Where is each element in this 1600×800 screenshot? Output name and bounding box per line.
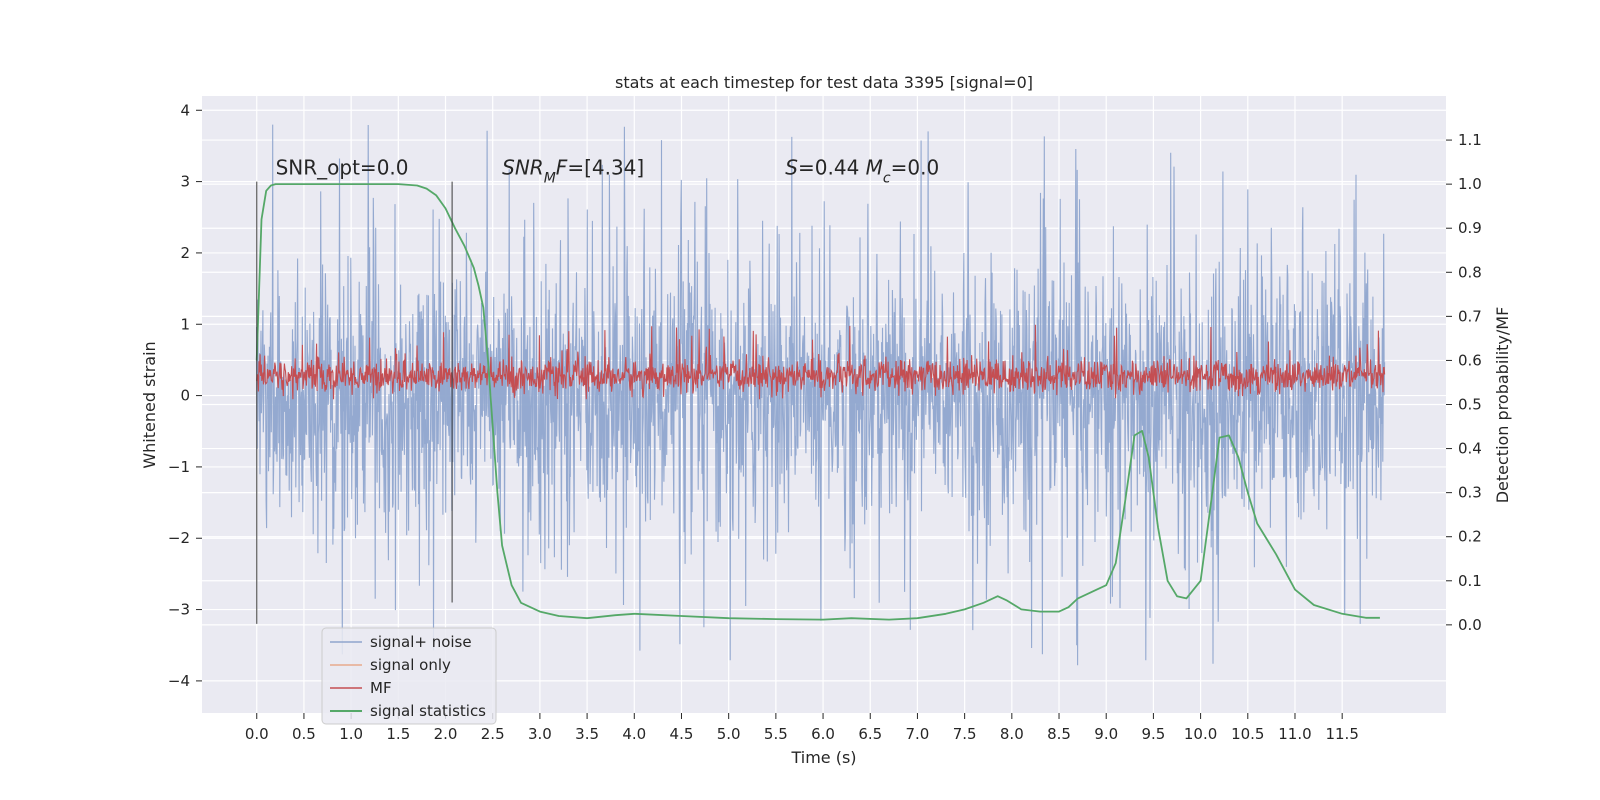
series-mf [256, 324, 1386, 400]
y-left-tick-label: 4 [180, 101, 190, 119]
y-left-tick-labels: −4 −3 −2 −1 0 1 2 3 4 [168, 101, 202, 690]
annotation-0: SNR_opt=0.0 [276, 155, 409, 179]
x-tick-label: 4.5 [670, 725, 694, 743]
x-tick-label: 8.5 [1047, 725, 1071, 743]
legend-label: signal statistics [370, 702, 486, 720]
vertical-markers [256, 181, 453, 624]
x-tick-label: 10.0 [1184, 725, 1217, 743]
legend: signal+ noise signal only MF signal statist… [321, 627, 497, 725]
y-right-tick-label: 1.1 [1458, 131, 1482, 149]
y-left-tick-label: −4 [168, 672, 190, 690]
x-tick-labels: 0.0 0.5 1.0 1.5 2.0 2.5 3.0 3.5 4.0 4.5 5.0 5.5 6.0 6… [245, 713, 1359, 743]
x-axis-label: Time (s) [790, 748, 856, 767]
x-tick-label: 11.5 [1325, 725, 1358, 743]
y-right-tick-label: 0.2 [1458, 528, 1482, 546]
legend-label: MF [370, 679, 392, 697]
chart-title: stats at each timestep for test data 339… [615, 73, 1033, 92]
y-left-tick-label: −2 [168, 529, 190, 547]
y-right-tick-label: 0.8 [1458, 263, 1482, 281]
y-axis-label-right: Detection probability/MF [1493, 307, 1512, 504]
x-tick-label: 0.0 [245, 725, 269, 743]
y-left-tick-label: 0 [180, 387, 190, 405]
y-left-tick-label: −3 [168, 601, 190, 619]
y-right-tick-label: 0.5 [1458, 396, 1482, 414]
x-tick-label: 5.0 [717, 725, 741, 743]
annotation-2: S=0.44 Mc=0.0 [785, 155, 939, 186]
series-layer [255, 124, 1386, 666]
legend-label: signal only [370, 656, 451, 674]
legend-label: signal+ noise [370, 633, 472, 651]
y-right-tick-label: 0.7 [1458, 307, 1482, 325]
series-signal-statistics [255, 183, 1380, 621]
x-tick-label: 7.0 [906, 725, 930, 743]
x-tick-label: 7.5 [953, 725, 977, 743]
x-tick-label: 5.5 [764, 725, 788, 743]
x-tick-label: 11.0 [1278, 725, 1311, 743]
x-tick-label: 10.5 [1231, 725, 1264, 743]
x-tick-label: 4.0 [622, 725, 646, 743]
y-left-tick-label: −1 [168, 458, 190, 476]
x-tick-label: 2.0 [434, 725, 458, 743]
annotations: SNR_opt=0.0 SNRMF=[4.34] S=0.44 Mc=0.0 [276, 155, 940, 186]
y-right-tick-label: 0.3 [1458, 484, 1482, 502]
x-tick-label: 0.5 [292, 725, 316, 743]
x-tick-label: 3.0 [528, 725, 552, 743]
x-tick-label: 3.5 [575, 725, 599, 743]
x-tick-label: 6.0 [811, 725, 835, 743]
x-tick-label: 9.5 [1141, 725, 1165, 743]
y-axis-label-left: Whitened strain [140, 341, 159, 468]
y-right-tick-label: 0.1 [1458, 572, 1482, 590]
x-tick-label: 6.5 [858, 725, 882, 743]
y-right-tick-label: 1.0 [1458, 175, 1482, 193]
x-tick-label: 1.5 [386, 725, 410, 743]
annotation-1: SNRMF=[4.34] [502, 155, 644, 186]
y-left-tick-label: 3 [180, 173, 190, 191]
x-tick-label: 8.0 [1000, 725, 1024, 743]
x-tick-label: 9.0 [1094, 725, 1118, 743]
y-left-tick-label: 2 [180, 244, 190, 262]
x-tick-label: 1.0 [339, 725, 363, 743]
legend-box [321, 627, 497, 725]
y-right-tick-label: 0.4 [1458, 440, 1482, 458]
y-right-tick-label: 0.6 [1458, 351, 1482, 369]
y-right-tick-label: 0.9 [1458, 219, 1482, 237]
grid [202, 96, 1446, 713]
y-left-tick-label: 1 [180, 315, 190, 333]
y-right-tick-labels: 0.0 0.1 0.2 0.3 0.4 0.5 0.6 0.7 0.8 0.9 1.0 1.1 [1446, 131, 1482, 634]
x-tick-label: 2.5 [481, 725, 505, 743]
y-right-tick-label: 0.0 [1458, 616, 1482, 634]
